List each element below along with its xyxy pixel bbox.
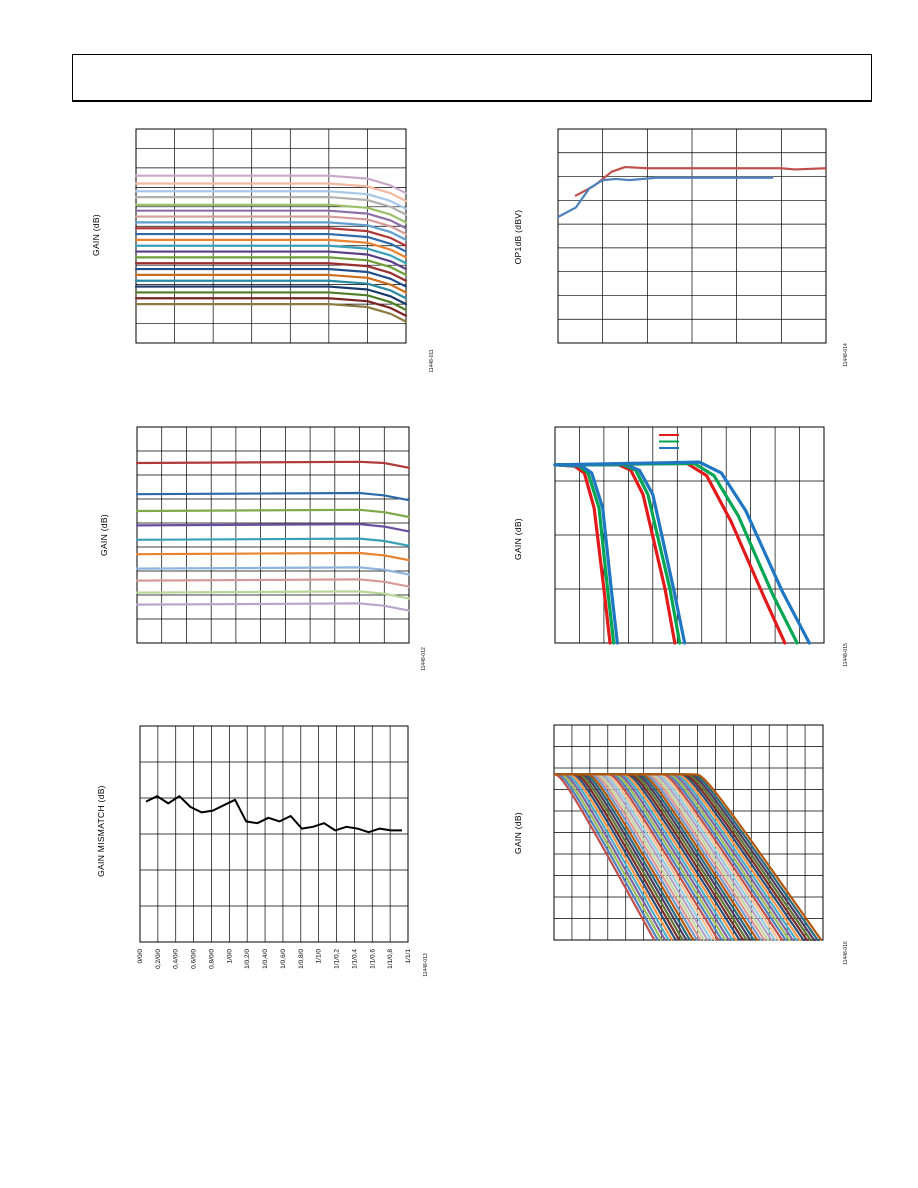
x-tick-label: 1/1/0,6	[369, 949, 376, 969]
series-line-47	[554, 773, 823, 941]
series-line-5	[554, 773, 674, 941]
series-line-4	[554, 773, 670, 941]
figure-id: 11448-014	[843, 343, 849, 367]
y-axis-label: GAIN (dB)	[513, 812, 523, 854]
page-header-box	[72, 54, 872, 102]
x-tick-label: 1/1/0,8	[387, 949, 394, 969]
x-tick-label: 0/0/0	[137, 949, 144, 964]
series-line-14	[134, 262, 408, 282]
x-tick-label: 1/0/0	[226, 949, 233, 964]
series-line-16	[134, 273, 408, 294]
figure-id: 11448-013	[423, 953, 429, 977]
x-tick-label: 0,6/0/0	[191, 949, 198, 969]
series-line-0	[135, 460, 411, 469]
series-line-0	[134, 174, 408, 195]
y-axis-label: OP1dB (dBV)	[513, 209, 523, 265]
x-tick-label: 1/1/1	[405, 949, 412, 964]
series-line-4	[135, 537, 411, 547]
series-line-19	[134, 291, 408, 312]
plot-area	[136, 426, 410, 644]
figure-id: 11448-015	[843, 643, 849, 667]
y-axis-label: GAIN (dB)	[99, 514, 109, 556]
chart-gain-vs-frequency-fig11	[134, 128, 408, 344]
y-axis-label: GAIN (dB)	[513, 518, 523, 560]
chart-gain-family-fig16	[553, 724, 824, 942]
figure-id: 11448-016	[843, 941, 849, 965]
series-line-6	[134, 215, 408, 236]
series-line-2	[554, 773, 663, 941]
series-line-11	[134, 244, 408, 265]
series-line-6	[135, 566, 411, 576]
series-line-7	[135, 578, 411, 588]
chart-gain-fig12	[135, 426, 411, 644]
series-line-17	[134, 279, 408, 300]
series-line-2	[135, 508, 411, 519]
series-line-1	[554, 773, 659, 941]
series-line-4	[134, 203, 408, 224]
x-tick-label: 1/0,6/0	[280, 949, 287, 969]
series-line-8	[135, 590, 411, 600]
series-line-7	[134, 221, 408, 241]
series-line-1	[135, 491, 411, 502]
x-tick-label: 1/1/0,2	[334, 949, 341, 969]
series-line-8	[553, 460, 811, 645]
series-line-8	[134, 227, 408, 247]
figure-id: 11448-012	[421, 647, 427, 671]
series-line-20	[134, 297, 408, 317]
series-line-9	[135, 602, 411, 612]
series-line-3	[554, 773, 667, 941]
series-line-0	[553, 773, 656, 941]
figure-id: 11448-011	[429, 349, 435, 373]
series-line-1	[556, 176, 774, 219]
y-axis-label: GAIN (dB)	[91, 214, 101, 256]
x-tick-label: 1/1/0,4	[351, 949, 358, 969]
x-tick-label: 1/0,4/0	[262, 949, 269, 969]
x-tick-label: 1/0,8/0	[298, 949, 305, 969]
series-line-15	[134, 267, 408, 288]
x-tick-label: 0,4/0/0	[173, 949, 180, 969]
series-line-21	[134, 302, 408, 323]
series-line-9	[134, 232, 408, 253]
x-tick-label: 1/1/0	[316, 949, 323, 964]
series-line-5	[134, 209, 408, 230]
series-line-5	[135, 551, 411, 562]
chart-gain-mismatch-fig13: 0/0/0 0,2/0/0 0,4/0/0 0,6/0/0 0,8/0/0 1/0/0 1/…	[137, 725, 412, 969]
series-line-13	[134, 256, 408, 277]
y-axis-label: GAIN MISMATCH (dB)	[96, 785, 106, 877]
chart-op1db-fig14	[556, 128, 828, 344]
series-line-3	[135, 523, 411, 533]
x-tick-label: 1/0,2/0	[244, 949, 251, 969]
series-line-12	[134, 250, 408, 271]
x-tick-label: 0,8/0/0	[209, 949, 216, 969]
series-line-18	[134, 285, 408, 306]
series-line-1	[134, 182, 408, 203]
series-line-10	[134, 238, 408, 259]
chart-gain-bandwidth-fig15	[553, 426, 825, 645]
series-line-2	[134, 190, 408, 210]
series-line-0	[145, 795, 402, 834]
series-line-3	[134, 195, 408, 216]
x-tick-label: 0,2/0/0	[155, 949, 162, 969]
